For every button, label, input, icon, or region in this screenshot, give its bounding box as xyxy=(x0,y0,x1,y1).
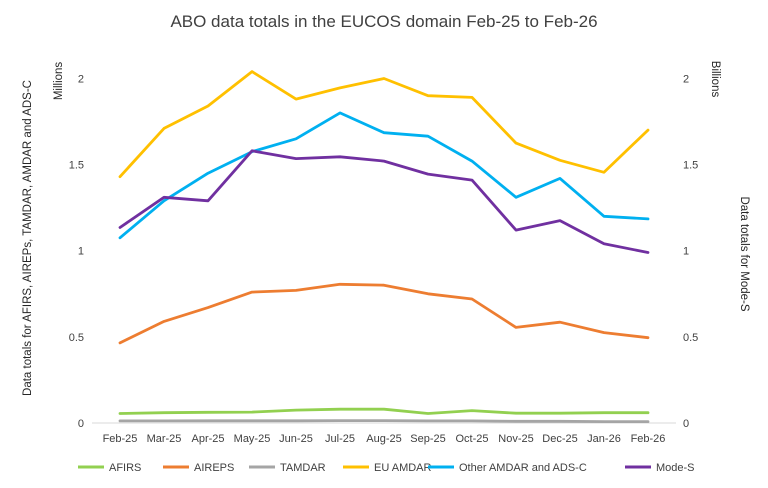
right-tick-label: 0 xyxy=(683,418,689,430)
left-axis-ticks: 0 0.5 1 1.5 2 xyxy=(69,73,84,430)
legend-label-aireps: AIREPS xyxy=(194,462,234,474)
series-lines xyxy=(118,70,650,424)
legend-label-mode-s: Mode-S xyxy=(656,462,695,474)
x-tick-label: Aug-25 xyxy=(366,433,401,445)
legend: AFIRS AIREPS TAMDAR EU AMDAR Other AMDAR and… xyxy=(78,462,695,474)
right-tick-label: 2 xyxy=(683,73,689,85)
right-tick-label: 0.5 xyxy=(683,332,698,344)
series-line-afirs xyxy=(118,407,650,415)
right-axis-label: Data totals for Mode-S xyxy=(738,196,750,311)
legend-label-afirs: AFIRS xyxy=(109,462,141,474)
x-tick-label: Dec-25 xyxy=(542,433,577,445)
left-axis-label: Data totals for AFIRS, AIREPs, TAMDAR, A… xyxy=(22,80,34,396)
left-tick-label: 2 xyxy=(78,73,84,85)
right-tick-label: 1 xyxy=(683,246,689,258)
series-line-other-amdar-and-ads-c xyxy=(118,111,650,240)
x-tick-label: Feb-25 xyxy=(103,433,138,445)
x-tick-label: Jul-25 xyxy=(325,433,355,445)
legend-label-other-amdar-and-ads-c: Other AMDAR and ADS-C xyxy=(459,462,587,474)
left-axis-unit: Millions xyxy=(53,62,65,101)
right-axis-unit: Billions xyxy=(709,61,721,98)
series-line-mode-s xyxy=(118,149,650,254)
x-tick-label: May-25 xyxy=(234,433,271,445)
x-tick-label: Jun-25 xyxy=(279,433,313,445)
x-tick-label: Apr-25 xyxy=(191,433,224,445)
right-axis-ticks: 0 0.5 1 1.5 2 xyxy=(683,73,698,430)
x-tick-label: Oct-25 xyxy=(455,433,488,445)
left-tick-label: 0.5 xyxy=(69,332,84,344)
chart-title: ABO data totals in the EUCOS domain Feb-… xyxy=(170,12,597,31)
legend-label-tamdar: TAMDAR xyxy=(280,462,326,474)
left-tick-label: 1.5 xyxy=(69,160,84,172)
x-tick-label: Feb-26 xyxy=(631,433,666,445)
series-line-aireps xyxy=(118,282,650,345)
left-tick-label: 0 xyxy=(78,418,84,430)
left-tick-label: 1 xyxy=(78,246,84,258)
x-tick-label: Jan-26 xyxy=(587,433,621,445)
legend-label-eu-amdar: EU AMDAR xyxy=(374,462,432,474)
right-tick-label: 1.5 xyxy=(683,160,698,172)
x-tick-label: Mar-25 xyxy=(147,433,182,445)
x-axis-ticks: Feb-25 Mar-25 Apr-25 May-25 Jun-25 Jul-25 Aug-… xyxy=(103,433,666,445)
x-tick-label: Nov-25 xyxy=(498,433,533,445)
x-tick-label: Sep-25 xyxy=(410,433,445,445)
series-line-tamdar xyxy=(118,419,650,424)
series-line-eu-amdar xyxy=(118,70,650,179)
